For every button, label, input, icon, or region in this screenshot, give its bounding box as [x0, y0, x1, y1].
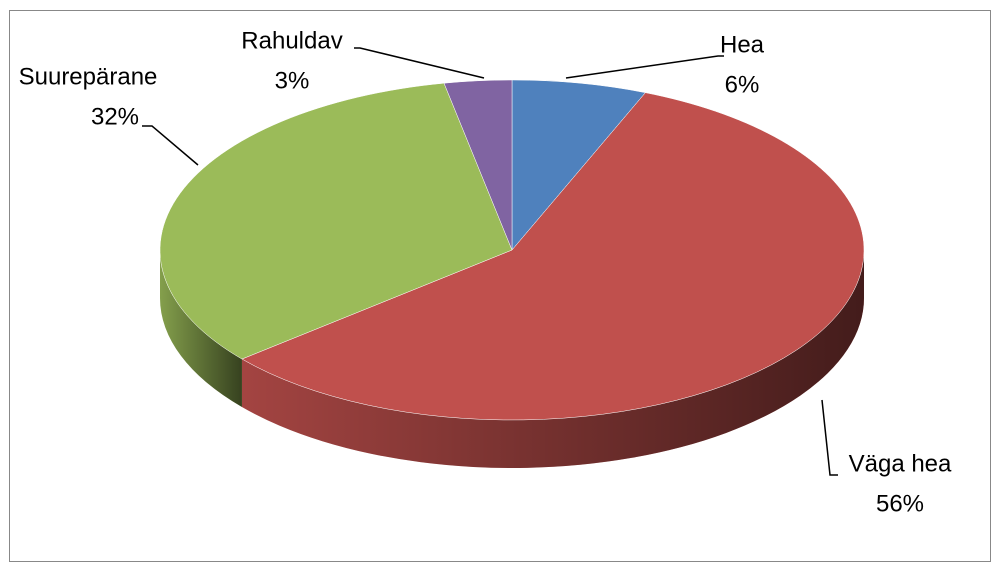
value-label: 3%: [275, 67, 310, 94]
leader-line: [821, 399, 838, 476]
slice: [159, 82, 513, 360]
leader-line: [565, 55, 724, 79]
value-label: 32%: [91, 103, 139, 130]
slice-side-shade: [160, 250, 242, 408]
category-label: Hea: [720, 31, 765, 58]
leader-line: [142, 125, 199, 166]
leader-line: [354, 47, 485, 79]
slice: [241, 92, 865, 421]
pie: [159, 79, 865, 468]
slice: [443, 79, 513, 251]
category-label: Rahuldav: [241, 27, 342, 54]
value-label: 56%: [876, 490, 924, 517]
slice: [511, 79, 646, 251]
slice-side-shade: [241, 250, 864, 468]
category-label: Suurepärane: [19, 63, 158, 90]
value-label: 6%: [725, 71, 760, 98]
category-label: Väga hea: [849, 450, 952, 477]
